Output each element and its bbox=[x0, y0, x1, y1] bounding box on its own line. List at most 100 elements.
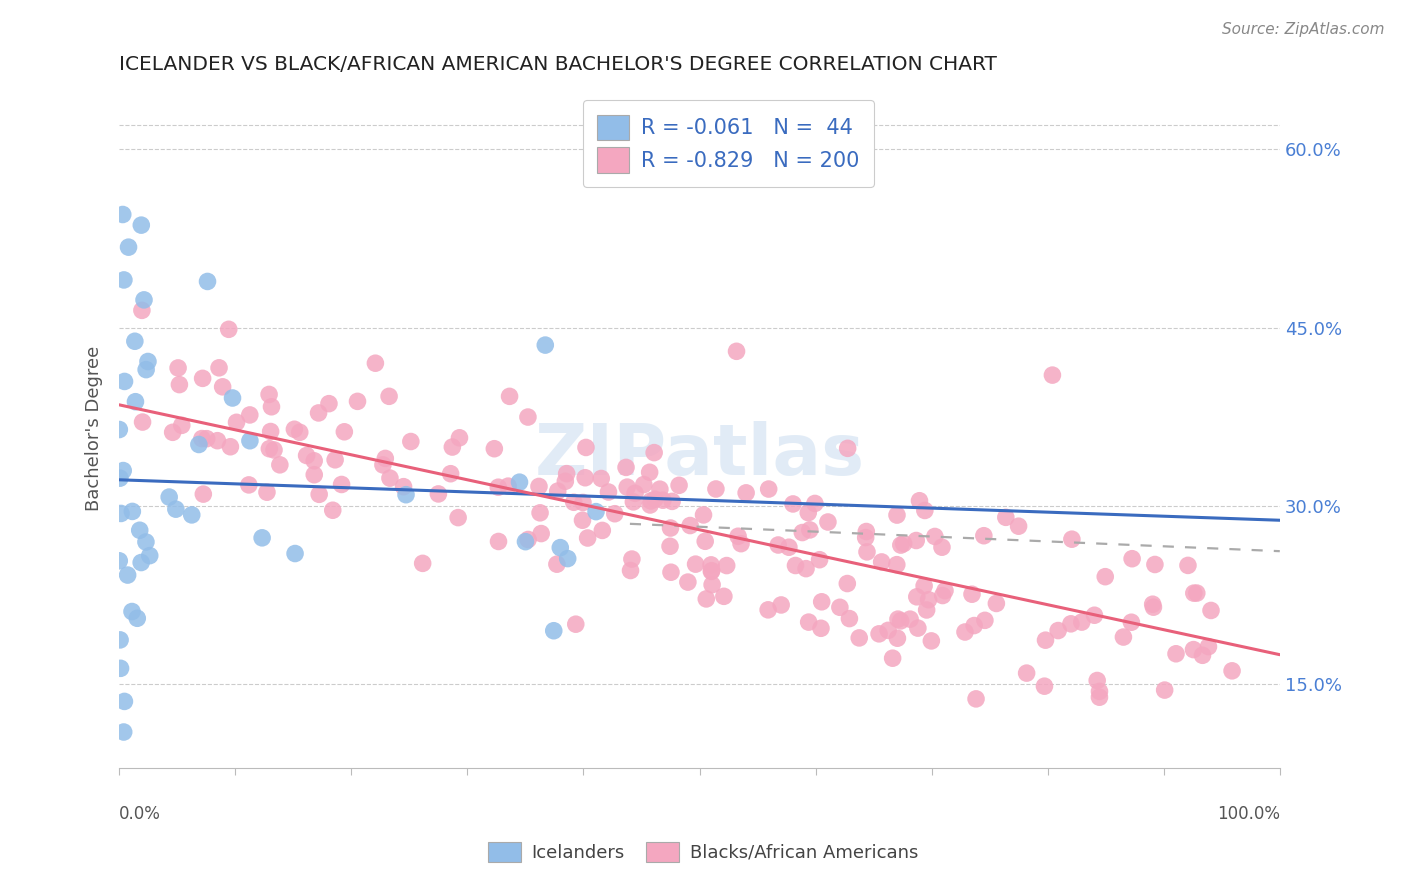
Point bbox=[810, 595, 832, 609]
Point bbox=[700, 564, 723, 578]
Point bbox=[994, 510, 1017, 524]
Point bbox=[484, 442, 506, 456]
Point bbox=[530, 526, 553, 541]
Point bbox=[129, 218, 152, 232]
Point bbox=[695, 534, 717, 549]
Point bbox=[576, 531, 599, 545]
Point bbox=[517, 533, 540, 547]
Point bbox=[136, 354, 159, 368]
Point bbox=[562, 495, 585, 509]
Point bbox=[886, 632, 908, 646]
Point bbox=[886, 558, 908, 572]
Point bbox=[1185, 586, 1208, 600]
Point bbox=[129, 556, 152, 570]
Point bbox=[1177, 558, 1199, 573]
Point bbox=[132, 293, 155, 307]
Point bbox=[848, 631, 870, 645]
Point bbox=[427, 487, 450, 501]
Point bbox=[1198, 640, 1220, 654]
Point bbox=[804, 496, 827, 510]
Point bbox=[167, 360, 190, 375]
Point bbox=[112, 464, 135, 478]
Point bbox=[108, 632, 131, 647]
Point bbox=[640, 494, 662, 508]
Point bbox=[1033, 679, 1056, 693]
Point bbox=[256, 485, 278, 500]
Point bbox=[794, 561, 817, 575]
Point bbox=[239, 408, 262, 422]
Point bbox=[219, 440, 242, 454]
Point bbox=[108, 554, 131, 568]
Point bbox=[785, 558, 807, 573]
Point bbox=[135, 362, 157, 376]
Point bbox=[211, 380, 233, 394]
Point bbox=[890, 538, 912, 552]
Point bbox=[838, 611, 860, 625]
Point bbox=[1182, 642, 1205, 657]
Point bbox=[855, 531, 877, 545]
Point bbox=[117, 568, 139, 582]
Point bbox=[1088, 684, 1111, 698]
Point bbox=[121, 605, 143, 619]
Point bbox=[218, 322, 240, 336]
Point bbox=[890, 614, 912, 628]
Point bbox=[756, 603, 779, 617]
Point bbox=[131, 303, 153, 318]
Point bbox=[238, 478, 260, 492]
Point bbox=[652, 493, 675, 508]
Point bbox=[621, 495, 644, 509]
Point bbox=[515, 534, 537, 549]
Legend: Icelanders, Blacks/African Americans: Icelanders, Blacks/African Americans bbox=[481, 834, 925, 870]
Point bbox=[973, 529, 995, 543]
Point bbox=[575, 441, 598, 455]
Point bbox=[169, 377, 191, 392]
Point bbox=[905, 533, 928, 548]
Point bbox=[1121, 615, 1143, 630]
Point bbox=[498, 389, 520, 403]
Point bbox=[486, 480, 509, 494]
Point bbox=[323, 452, 346, 467]
Point bbox=[868, 627, 890, 641]
Point bbox=[648, 482, 671, 496]
Point bbox=[112, 725, 135, 739]
Point bbox=[557, 551, 579, 566]
Point bbox=[1191, 648, 1213, 663]
Point bbox=[799, 523, 821, 537]
Point bbox=[963, 618, 986, 632]
Point bbox=[565, 617, 588, 632]
Point bbox=[870, 555, 893, 569]
Point bbox=[758, 482, 780, 496]
Point bbox=[917, 592, 939, 607]
Point bbox=[585, 505, 607, 519]
Point bbox=[110, 661, 132, 675]
Point bbox=[529, 506, 551, 520]
Point bbox=[208, 360, 231, 375]
Point bbox=[1220, 664, 1243, 678]
Point bbox=[399, 434, 422, 449]
Point bbox=[288, 425, 311, 440]
Point bbox=[395, 488, 418, 502]
Point bbox=[330, 477, 353, 491]
Point bbox=[412, 557, 434, 571]
Point bbox=[619, 564, 641, 578]
Point bbox=[571, 513, 593, 527]
Point bbox=[591, 524, 613, 538]
Point bbox=[633, 477, 655, 491]
Point bbox=[308, 487, 330, 501]
Point bbox=[440, 467, 463, 481]
Point bbox=[449, 431, 471, 445]
Point bbox=[792, 525, 814, 540]
Point bbox=[907, 621, 929, 635]
Point bbox=[1088, 690, 1111, 705]
Point bbox=[730, 536, 752, 550]
Point bbox=[624, 486, 647, 500]
Point bbox=[886, 508, 908, 522]
Point bbox=[668, 478, 690, 492]
Point bbox=[837, 442, 859, 456]
Point bbox=[713, 590, 735, 604]
Point bbox=[603, 507, 626, 521]
Point bbox=[554, 475, 576, 489]
Point bbox=[546, 558, 568, 572]
Point bbox=[905, 590, 928, 604]
Point bbox=[700, 558, 723, 572]
